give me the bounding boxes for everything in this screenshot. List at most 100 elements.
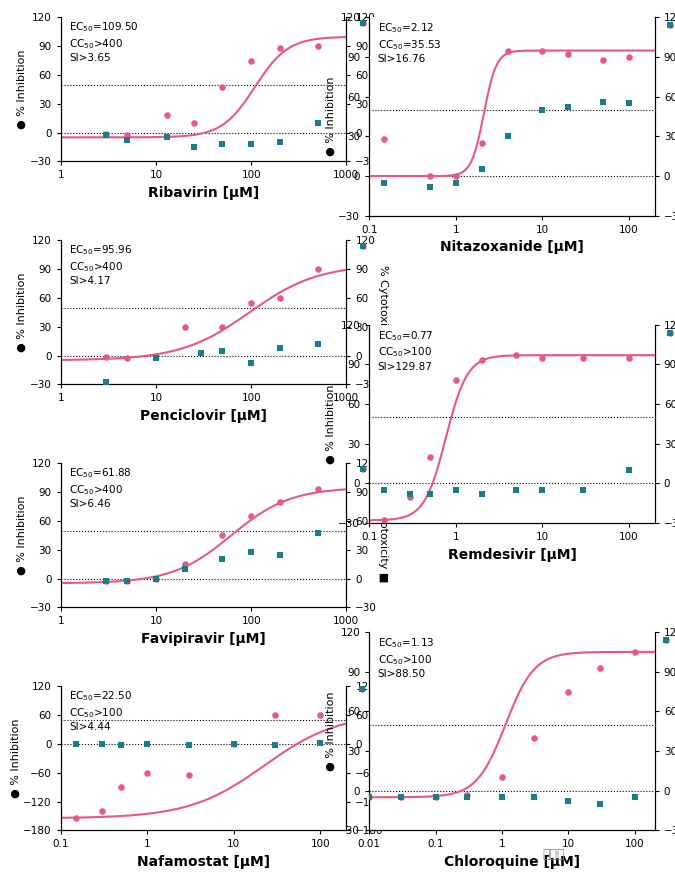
Point: [71, 737, 82, 751]
Text: EC$_{50}$=95.96
CC$_{50}$>400
SI>4.17: EC$_{50}$=95.96 CC$_{50}$>400 SI>4.17: [70, 243, 132, 287]
Point: [217, 80, 228, 94]
Point: [275, 291, 286, 305]
X-axis label: Chloroquine [μM]: Chloroquine [μM]: [444, 855, 580, 869]
Point: [151, 572, 161, 586]
Y-axis label: ● % Inhibition: ● % Inhibition: [17, 496, 27, 575]
Point: [246, 510, 256, 524]
Text: 页趣网: 页趣网: [542, 848, 565, 861]
Point: [477, 353, 487, 367]
Point: [101, 128, 111, 142]
Point: [183, 739, 194, 753]
X-axis label: Remdesivir [μM]: Remdesivir [μM]: [448, 548, 576, 562]
Point: [228, 737, 239, 751]
Point: [101, 128, 111, 142]
Point: [246, 545, 256, 558]
Point: [275, 41, 286, 55]
Point: [188, 140, 199, 154]
Point: [665, 18, 675, 32]
Point: [497, 790, 508, 804]
Point: [122, 128, 133, 142]
Point: [396, 790, 406, 804]
Point: [161, 130, 172, 144]
Point: [179, 320, 190, 334]
Point: [364, 790, 375, 804]
Point: [179, 557, 190, 571]
Point: [313, 337, 323, 351]
Y-axis label: ● % Inhibition: ● % Inhibition: [325, 385, 335, 463]
Point: [313, 39, 323, 53]
X-axis label: Nitazoxanide [μM]: Nitazoxanide [μM]: [440, 240, 584, 254]
Point: [101, 574, 111, 588]
Point: [246, 357, 256, 371]
Text: EC$_{50}$=1.13
CC$_{50}$>100
SI>88.50: EC$_{50}$=1.13 CC$_{50}$>100 SI>88.50: [378, 636, 434, 679]
Point: [275, 548, 286, 562]
X-axis label: Nafamostat [μM]: Nafamostat [μM]: [137, 855, 270, 869]
X-axis label: Penciclovir [μM]: Penciclovir [μM]: [140, 409, 267, 423]
Point: [315, 736, 325, 750]
Point: [537, 103, 547, 117]
Y-axis label: % Cytotoxicity ■: % Cytotoxicity ■: [379, 42, 388, 136]
Point: [217, 529, 228, 543]
Point: [623, 350, 634, 364]
Point: [578, 350, 589, 364]
Point: [228, 737, 239, 751]
Point: [122, 133, 133, 147]
Point: [116, 739, 127, 753]
Point: [563, 47, 574, 61]
Point: [661, 633, 672, 647]
Point: [246, 53, 256, 67]
Point: [196, 346, 207, 360]
Point: [595, 797, 605, 811]
Point: [179, 562, 190, 576]
Point: [379, 483, 389, 497]
Point: [275, 135, 286, 149]
Point: [101, 350, 111, 364]
Point: [578, 483, 589, 497]
Point: [595, 661, 605, 675]
X-axis label: Ribavirin [μM]: Ribavirin [μM]: [148, 186, 259, 200]
Point: [217, 343, 228, 357]
Point: [313, 525, 323, 539]
Y-axis label: % Cytotoxicity ■: % Cytotoxicity ■: [385, 711, 395, 806]
Point: [358, 462, 369, 476]
Point: [511, 348, 522, 362]
Point: [122, 574, 133, 588]
Point: [477, 487, 487, 501]
Point: [425, 180, 435, 194]
Point: [425, 450, 435, 464]
Point: [405, 487, 416, 501]
Point: [430, 790, 441, 804]
Point: [511, 483, 522, 497]
Point: [563, 101, 574, 114]
Point: [275, 495, 286, 509]
Point: [529, 790, 539, 804]
Point: [101, 574, 111, 588]
Point: [405, 489, 416, 503]
Point: [269, 708, 280, 722]
Y-axis label: ● % Inhibition: ● % Inhibition: [17, 273, 27, 352]
Y-axis label: ● % Inhibition: ● % Inhibition: [325, 691, 335, 771]
Point: [151, 351, 161, 365]
Point: [450, 169, 461, 183]
Point: [122, 574, 133, 588]
Point: [537, 44, 547, 58]
Point: [379, 513, 389, 527]
Point: [269, 739, 280, 753]
Point: [122, 351, 133, 365]
Point: [623, 50, 634, 64]
Point: [358, 462, 369, 476]
Point: [665, 326, 675, 340]
Point: [313, 482, 323, 496]
Point: [396, 790, 406, 804]
Point: [502, 129, 513, 143]
Point: [315, 708, 325, 722]
Point: [188, 116, 199, 130]
Point: [246, 295, 256, 309]
Point: [623, 96, 634, 110]
Point: [356, 683, 367, 697]
Point: [563, 684, 574, 698]
Point: [161, 108, 172, 122]
Point: [217, 320, 228, 334]
Point: [629, 645, 640, 659]
Point: [142, 766, 153, 780]
